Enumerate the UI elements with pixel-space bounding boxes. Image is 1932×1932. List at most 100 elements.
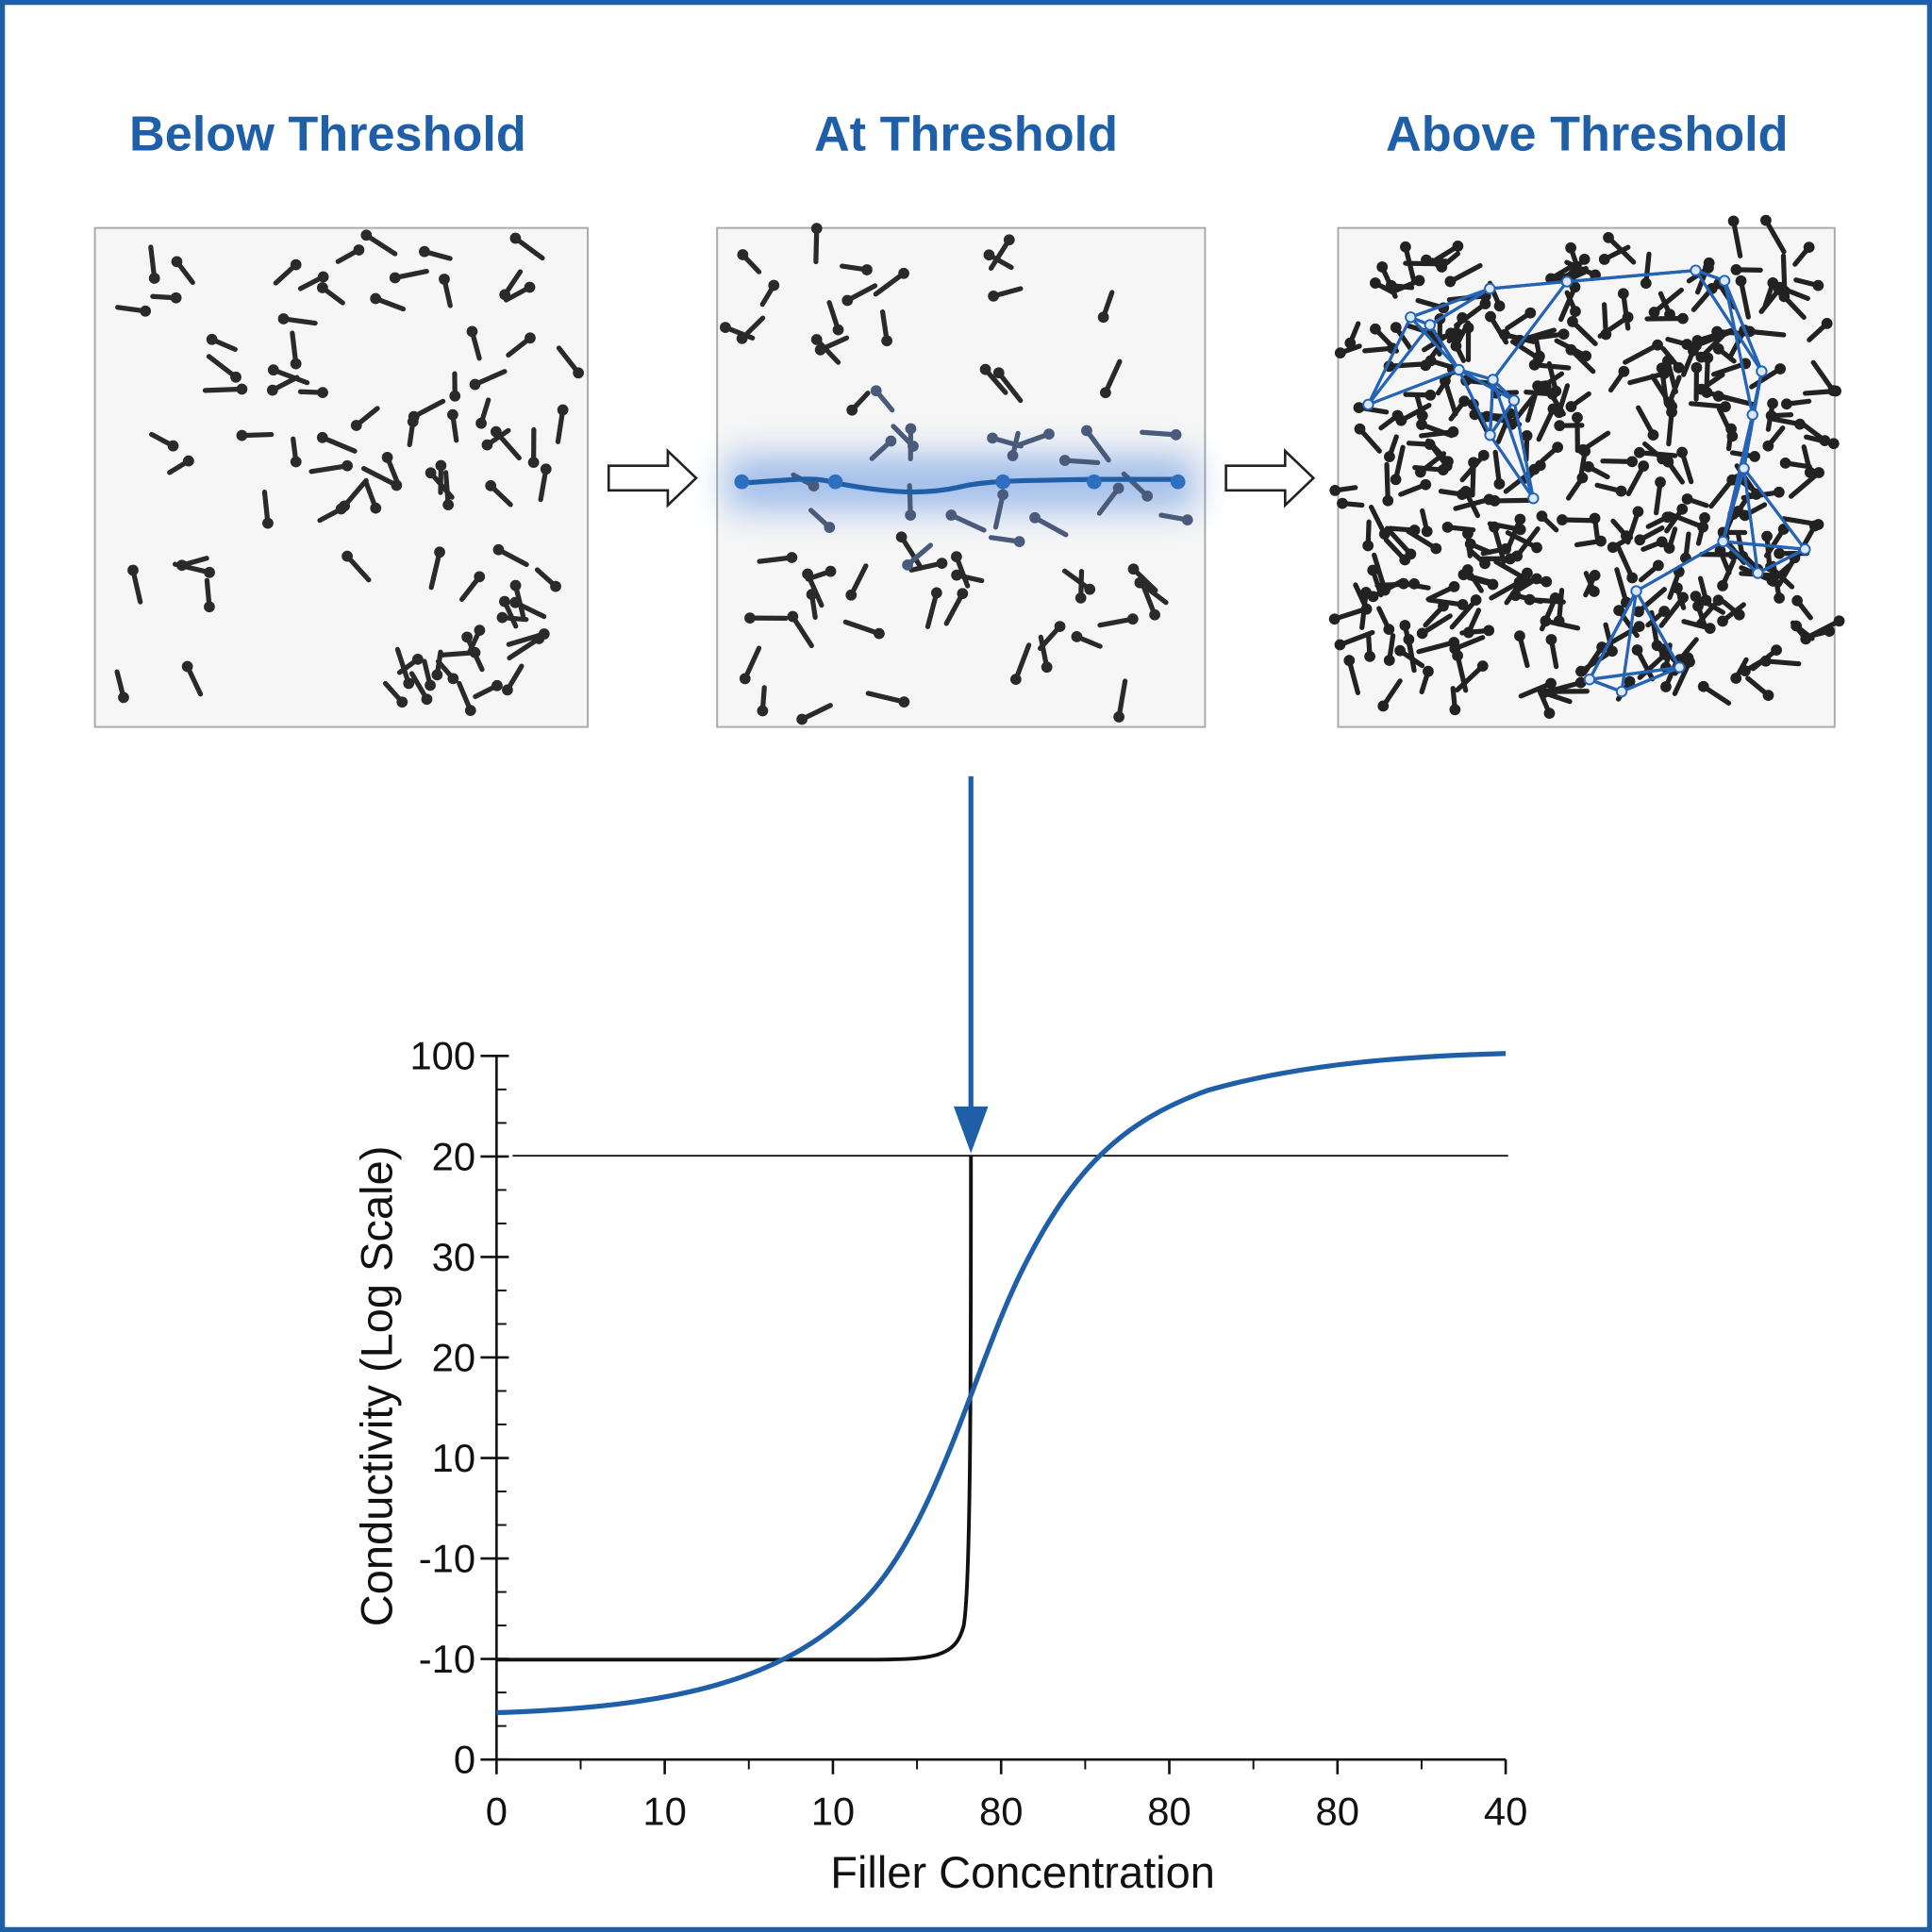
particle-rod	[1526, 596, 1566, 605]
filler-particle	[757, 685, 769, 717]
filler-particle	[1717, 558, 1737, 591]
filler-particle	[1793, 277, 1824, 291]
filler-particle	[744, 612, 789, 625]
particle-end	[1767, 575, 1779, 587]
filler-particle	[171, 256, 195, 286]
filler-particle	[149, 431, 179, 452]
filler-particle	[1546, 686, 1590, 697]
filler-particle	[1448, 395, 1471, 422]
filler-particle	[1781, 398, 1812, 410]
particle-end	[341, 459, 353, 472]
particle-end	[1337, 497, 1348, 509]
particle-end	[127, 564, 139, 576]
particle-end	[425, 467, 437, 479]
filler-particle	[1071, 631, 1103, 649]
filler-particle	[1416, 613, 1453, 640]
particle-end	[930, 587, 942, 599]
particle-end	[475, 417, 487, 429]
filler-particle	[1749, 363, 1787, 390]
filler-particle	[1390, 322, 1413, 352]
network-node	[1507, 394, 1521, 407]
network-node	[1362, 398, 1374, 411]
particle-end	[1405, 548, 1417, 560]
particle-end	[870, 385, 882, 397]
particle-rod	[1426, 597, 1466, 608]
particle-end	[1487, 578, 1499, 591]
network-link	[1635, 540, 1724, 593]
filler-particle	[1100, 358, 1123, 399]
particle-rod	[1763, 217, 1787, 255]
filler-particle	[1368, 505, 1391, 540]
filler-particle	[873, 267, 909, 297]
filler-particle	[1681, 619, 1716, 634]
filler-particle	[1140, 429, 1182, 441]
network-node	[1746, 408, 1758, 421]
particle-end	[1521, 430, 1533, 441]
particle-rod	[1508, 394, 1536, 427]
particle-rod	[1524, 383, 1541, 423]
particle-rod	[1532, 362, 1572, 371]
particle-end	[1071, 631, 1083, 642]
filler-particle	[504, 281, 536, 303]
particle-end	[1421, 525, 1433, 538]
filler-particle	[1414, 393, 1428, 422]
particle-end	[447, 673, 459, 685]
filler-particle	[459, 571, 486, 603]
network-link	[1742, 467, 1807, 551]
particle-end	[1462, 626, 1474, 639]
particle-end	[744, 612, 756, 625]
filler-particle	[335, 244, 365, 264]
filler-particle	[1505, 530, 1542, 554]
filler-particle	[527, 426, 540, 469]
particle-rod	[1454, 301, 1489, 328]
particle-end	[1692, 600, 1704, 612]
particle-end	[814, 343, 826, 356]
filler-particle	[1425, 438, 1454, 468]
filler-particle	[802, 568, 824, 608]
filler-particle	[870, 385, 895, 413]
filler-particle	[1096, 482, 1124, 516]
filler-particle	[1633, 587, 1667, 618]
conductivity-curve	[496, 1051, 1507, 1716]
particle-end	[171, 256, 183, 268]
filler-particle	[360, 466, 403, 491]
filler-particle	[466, 325, 482, 361]
particle-end	[841, 294, 854, 307]
filler-particle	[737, 249, 762, 275]
particle-end	[1416, 419, 1427, 430]
particle-end	[1695, 383, 1707, 395]
filler-particle	[1645, 511, 1674, 529]
filler-particle	[506, 628, 550, 647]
particle-end	[1712, 391, 1724, 402]
particle-rod	[1597, 314, 1631, 339]
particle-end	[1081, 425, 1092, 437]
filler-particle	[1536, 510, 1559, 533]
particle-end	[464, 705, 476, 717]
particle-end	[1660, 681, 1672, 692]
filler-particle	[1594, 482, 1627, 497]
particle-rod	[1730, 218, 1743, 258]
y-tick-label: 10	[432, 1436, 475, 1480]
network-link	[1694, 269, 1763, 373]
filler-particle	[1690, 329, 1733, 352]
filler-particle	[382, 680, 408, 708]
particle-end	[1449, 704, 1461, 716]
filler-particle	[1589, 512, 1601, 542]
particle-end	[1661, 355, 1674, 367]
particle-end	[1749, 451, 1760, 462]
filler-particle	[1625, 506, 1644, 545]
network-link	[1367, 368, 1460, 407]
particle-end	[824, 522, 836, 533]
particle-rod	[1781, 516, 1822, 527]
particle-end	[317, 387, 328, 399]
particle-end	[1470, 594, 1482, 606]
network-link	[1490, 279, 1568, 291]
filler-particle	[1489, 576, 1525, 601]
particle-end	[1459, 485, 1472, 497]
particle-end	[1528, 358, 1541, 371]
particle-end	[1369, 277, 1381, 289]
particle-end	[1812, 279, 1824, 291]
filler-particle	[1514, 630, 1530, 669]
filler-particle	[473, 679, 503, 700]
particle-end	[1043, 428, 1055, 440]
